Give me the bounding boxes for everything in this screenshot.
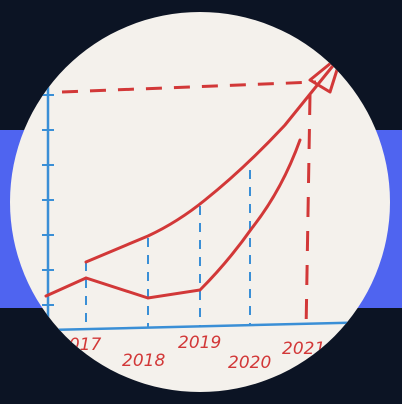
year-label-2018: 2018: [122, 351, 165, 371]
x-axis: [47, 320, 381, 332]
year-label-2019: 2019: [178, 333, 221, 353]
paper-circle: [10, 12, 390, 392]
year-2021-dashed-line: [304, 94, 312, 333]
target-dashed-line: [61, 80, 317, 94]
year-label-2017: 2017: [58, 335, 101, 355]
series-1-line: [84, 60, 338, 264]
arrow-head-icon: [308, 52, 344, 94]
year-label-2020: 2020: [228, 353, 271, 373]
year-label-2021: 2021: [282, 339, 325, 359]
series-2-line: [44, 138, 302, 300]
year-guide-lines: [85, 170, 251, 330]
y-axis-ticks: [42, 94, 54, 306]
